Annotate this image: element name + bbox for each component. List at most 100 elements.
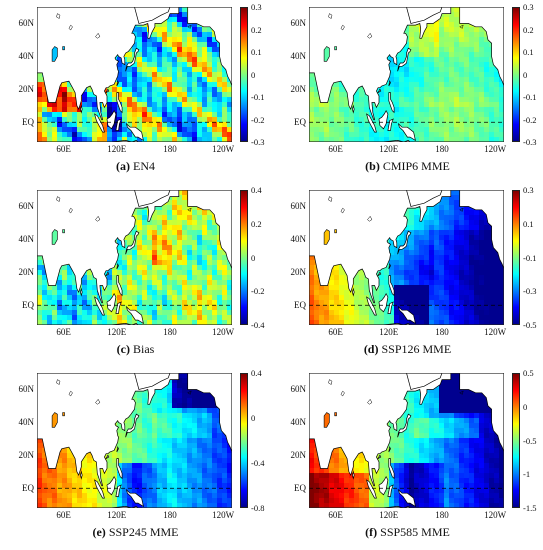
panel-name: SSP245 MME (108, 525, 179, 539)
lat-tick-label: 60N (290, 384, 307, 395)
panel-caption: (d) SSP126 MME (272, 342, 543, 356)
lat-tick-label: 40N (18, 417, 35, 428)
lon-tick-label: 120E (379, 327, 399, 337)
colorbar-tick-label: -1 (523, 469, 531, 480)
lon-tick-label: 120W (484, 327, 507, 337)
lat-tick-label: 20N (18, 450, 35, 461)
colorbar-tick-label: 0.4 (251, 185, 262, 195)
land (309, 7, 504, 142)
lat-tick-label: 20N (290, 267, 307, 278)
lat-tick-label: 60N (18, 384, 35, 395)
colorbar-tick-label: 0.3 (523, 2, 534, 12)
lon-tick-label: 180 (435, 327, 449, 337)
lat-tick-label: 20N (290, 450, 307, 461)
colorbar-tick-label: 0 (251, 252, 256, 263)
colorbar-tick-label: 0.1 (251, 47, 262, 57)
lon-tick-label: 60E (328, 510, 343, 520)
lat-tick-label: 40N (290, 417, 307, 428)
map-frame (309, 373, 504, 508)
lon-tick-label: 120E (107, 327, 127, 337)
colorbar (240, 373, 248, 508)
colorbar-tick-label: -0.2 (251, 286, 265, 297)
colorbar (240, 190, 248, 325)
map-panel: 60N 40N 20N EQ 60E 120E 180 120W 0.4 0 -0.4 -0.8 (e)… (0, 366, 271, 549)
colorbar-tick-label: -0.4 (251, 320, 265, 330)
field-map (37, 190, 232, 325)
lat-tick-label: EQ (294, 300, 306, 311)
colorbar-tick-label: 0 (251, 69, 256, 80)
map-area (37, 373, 232, 508)
lon-tick-label: 60E (328, 327, 343, 337)
map-panel: 60N 40N 20N EQ 60E 120E 180 120W 0.4 0.2 0 -0.2 -0.4… (0, 183, 271, 366)
panel-letter: (d) (363, 342, 379, 356)
lat-tick-label: 40N (18, 234, 35, 245)
lat-tick-label: EQ (294, 117, 306, 128)
colorbar-tick-label: -0.2 (523, 114, 537, 125)
colorbar-tick-label: -0.5 (523, 435, 537, 446)
panel-name: SSP585 MME (380, 525, 450, 539)
land (309, 373, 504, 508)
colorbar-tick-label: -1.5 (523, 503, 537, 513)
colorbar-tick-label: 0.2 (523, 24, 534, 35)
colorbar-tick-label: -0.3 (251, 137, 265, 147)
lat-tick-label: 40N (290, 234, 307, 245)
lon-tick-label: 180 (163, 327, 177, 337)
map-panel: 60N 40N 20N EQ 60E 120E 180 120W 0.5 0 -0.5 -1 -1.5 (… (272, 366, 543, 549)
lon-tick-label: 120E (379, 510, 399, 520)
lon-tick-label: 120W (212, 510, 235, 520)
colorbar-tick-label: 0.2 (251, 218, 262, 229)
lat-tick-label: EQ (294, 483, 306, 494)
lat-tick-label: EQ (22, 117, 34, 128)
map-area (309, 7, 504, 142)
colorbar-tick-label: -0.1 (523, 252, 537, 263)
panel-caption: (c) Bias (0, 342, 271, 356)
panel-caption: (a) EN4 (0, 159, 271, 173)
colorbar-tick-label: -0.4 (251, 458, 265, 468)
colorbar (512, 190, 520, 325)
lon-tick-label: 120E (379, 144, 399, 154)
colorbar (512, 7, 520, 142)
lon-tick-label: 120E (107, 144, 127, 154)
colorbar-tick-label: 0.1 (523, 47, 534, 57)
lon-tick-label: 120E (107, 510, 127, 520)
lon-tick-label: 180 (435, 144, 449, 154)
colorbar-tick-label: -0.1 (251, 92, 265, 102)
colorbar-tick-label: 0.2 (251, 24, 262, 35)
panel-name: SSP126 MME (381, 342, 452, 356)
colorbar-tick-label: -0.3 (523, 137, 537, 147)
map-area (37, 7, 232, 142)
lat-tick-label: EQ (22, 300, 34, 311)
panel-name: CMIP6 MME (382, 159, 450, 173)
lat-tick-label: EQ (22, 483, 34, 494)
panel-name: Bias (132, 342, 155, 356)
colorbar-tick-label: 0 (523, 401, 528, 412)
panel-letter: (e) (92, 525, 106, 539)
map-frame (37, 373, 232, 508)
colorbar-tick-label: -0.8 (251, 503, 265, 513)
map-area (37, 190, 232, 325)
panel-letter: (f) (365, 525, 378, 539)
land (309, 190, 504, 325)
lat-tick-label: 60N (290, 201, 307, 212)
lon-tick-label: 180 (163, 144, 177, 154)
map-frame (37, 7, 232, 142)
colorbar-tick-label: -0.3 (523, 286, 537, 297)
panel-caption: (b) CMIP6 MME (272, 159, 543, 173)
lat-tick-label: 20N (290, 84, 307, 95)
colorbar-tick-label: -0.1 (523, 92, 537, 102)
land (37, 190, 232, 325)
lon-tick-label: 120W (484, 144, 507, 154)
lat-tick-label: 40N (18, 51, 35, 62)
lon-tick-label: 60E (56, 327, 71, 337)
panel-caption: (f) SSP585 MME (272, 525, 543, 539)
lon-tick-label: 120W (484, 510, 507, 520)
map-area (309, 190, 504, 325)
lat-tick-label: 20N (18, 84, 35, 95)
field-map (309, 190, 504, 325)
colorbar-tick-label: 0.1 (523, 218, 534, 229)
field-map (309, 7, 504, 142)
field-map (37, 7, 232, 142)
colorbar-tick-label: 0.5 (523, 368, 534, 378)
map-frame (309, 7, 504, 142)
colorbar (240, 7, 248, 142)
